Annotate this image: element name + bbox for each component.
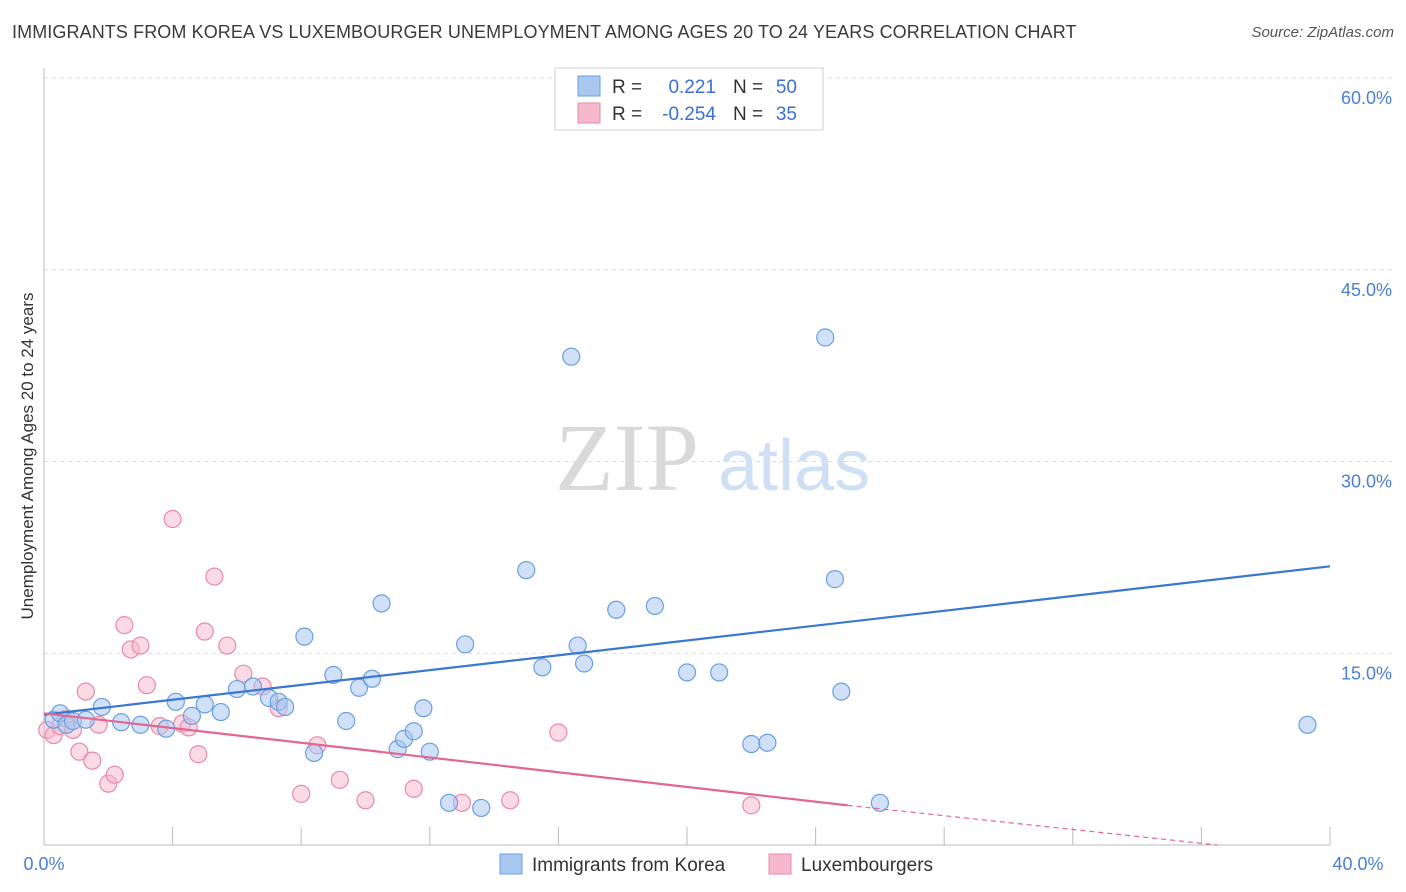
korea-point [677, 663, 697, 682]
lux-point [549, 723, 568, 742]
lux-point [83, 751, 102, 770]
bottom-legend-label-korea: Immigrants from Korea [532, 855, 726, 876]
korea-point [195, 695, 214, 714]
bottom-legend-label-lux: Luxembourgers [801, 855, 933, 876]
korea-point [517, 561, 536, 580]
legend-r-value-lux: -0.254 [662, 104, 716, 125]
korea-point [710, 663, 729, 682]
trend-line-lux [43, 712, 848, 807]
legend-n-label-korea: N = [733, 77, 763, 98]
korea-point [414, 699, 433, 718]
trend-lines [43, 565, 1331, 846]
korea-point [645, 596, 664, 616]
trend-line-lux-extrapolated [847, 804, 1218, 846]
y-axis-title: Unemployment Among Ages 20 to 24 years [18, 293, 37, 620]
korea-point [243, 677, 263, 696]
y-tick-label: 30.0% [1341, 472, 1392, 492]
x-ticks [172, 827, 1331, 845]
korea-point [304, 743, 324, 763]
korea-point [372, 594, 391, 613]
legend-r-value-korea: 0.221 [668, 77, 716, 98]
legend-n-value-lux: 35 [776, 104, 797, 125]
gridlines [44, 77, 1392, 654]
x-tick-label-min: 0.0% [23, 854, 64, 874]
x-tick-label-max: 40.0% [1332, 854, 1383, 874]
korea-point [337, 711, 356, 731]
korea-point [1298, 715, 1317, 734]
korea-point [870, 793, 890, 812]
y-tick-label: 45.0% [1341, 280, 1392, 300]
legend-r-label-korea: R = [612, 77, 642, 98]
korea-point [166, 692, 185, 711]
lux-point [742, 796, 761, 815]
lux-point [195, 622, 214, 641]
korea-point [439, 793, 459, 812]
bottom-legend: Immigrants from Korea Luxembourgers [499, 853, 933, 876]
korea-point [816, 328, 835, 347]
y-tick-label: 60.0% [1341, 88, 1392, 108]
legend-box: R = 0.221 N = 50 R = -0.254 N = 35 [554, 67, 824, 131]
korea-point [472, 798, 491, 818]
legend-swatch-korea [577, 75, 601, 97]
korea-point [562, 347, 581, 366]
korea-point [832, 682, 851, 701]
chart-title: IMMIGRANTS FROM KOREA VS LUXEMBOURGER UN… [12, 22, 1077, 42]
lux-point [115, 616, 134, 635]
korea-point [533, 658, 552, 677]
trend-line-korea [43, 565, 1331, 716]
bottom-legend-swatch-lux [768, 853, 792, 875]
lux-point [404, 779, 423, 798]
lux-point [501, 791, 520, 810]
korea-point [324, 665, 343, 685]
korea-point [825, 570, 844, 589]
y-tick-label: 15.0% [1341, 663, 1392, 683]
lux-point [292, 784, 311, 803]
source-note: Source: ZipAtlas.com [1251, 24, 1394, 41]
korea-point [404, 722, 423, 741]
lux-point [163, 509, 182, 529]
korea-point [742, 734, 761, 754]
lux-point [137, 676, 156, 695]
lux-point [218, 636, 237, 655]
bottom-legend-swatch-korea [499, 853, 523, 875]
lux-point [205, 567, 224, 586]
lux-point [131, 636, 150, 655]
korea-point [456, 635, 475, 654]
lux-point [356, 791, 375, 810]
lux-point [105, 765, 124, 784]
korea-point [758, 733, 777, 752]
korea-point [276, 697, 295, 717]
korea-point [575, 654, 594, 673]
watermark-atlas: atlas [718, 426, 870, 506]
korea-point [607, 600, 626, 619]
lux-point [189, 745, 208, 764]
y-tick-labels: 15.0% 30.0% 45.0% 60.0% [1341, 88, 1392, 683]
korea-point [211, 702, 230, 722]
lux-point [70, 742, 89, 761]
legend-n-label-lux: N = [733, 104, 763, 125]
korea-point [362, 669, 382, 688]
lux-point [76, 682, 95, 701]
korea-point [227, 679, 246, 699]
data-points [38, 85, 1317, 818]
korea-point [295, 627, 314, 646]
legend-swatch-lux [577, 102, 601, 124]
legend-r-label-lux: R = [612, 104, 642, 125]
watermark-zip: ZIP [555, 404, 699, 511]
legend-n-value-korea: 50 [776, 77, 797, 98]
lux-point [234, 664, 253, 683]
lux-point [330, 770, 349, 789]
korea-point [182, 706, 201, 725]
